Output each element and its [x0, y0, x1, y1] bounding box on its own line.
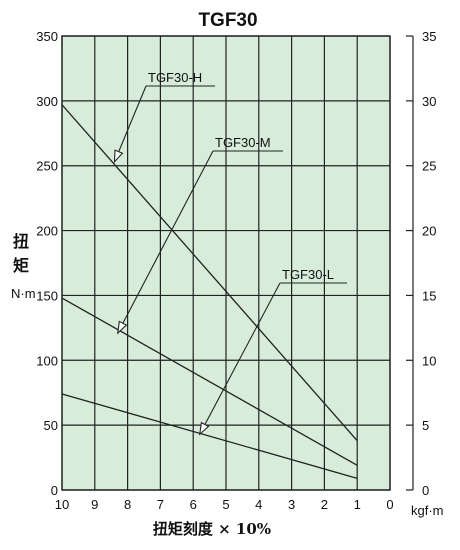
- x-tick-label: 0: [386, 497, 393, 512]
- y-tick-label-right: 10: [422, 353, 436, 368]
- series-label: TGF30-L: [282, 267, 334, 282]
- arrow-head-icon: [113, 149, 124, 164]
- y-axis-unit-left: N·m: [11, 286, 36, 301]
- x-tick-label: 10: [55, 497, 69, 512]
- chart-title: TGF30: [198, 10, 257, 31]
- arrow-head-icon: [117, 320, 128, 335]
- x-tick-label: 1: [354, 497, 361, 512]
- series-line-tgf30-l: [61, 393, 358, 479]
- x-tick-label: 3: [288, 497, 295, 512]
- y-tick-label-left: 250: [36, 159, 58, 174]
- series-line-tgf30-m: [61, 297, 358, 466]
- y-tick-label-left: 300: [36, 94, 58, 109]
- y-tick-label-right: 20: [422, 224, 436, 239]
- series-line-tgf30-h: [61, 104, 358, 442]
- series-label: TGF30-M: [215, 135, 271, 150]
- y-tick-label-right: 15: [422, 288, 436, 303]
- y-tick-label-left: 100: [36, 353, 58, 368]
- x-tick-label: 8: [124, 497, 131, 512]
- x-tick-label: 2: [321, 497, 328, 512]
- y-axis-label-char-2: 矩: [13, 256, 29, 275]
- x-tick-label: 9: [91, 497, 98, 512]
- series-label: TGF30-H: [148, 70, 202, 85]
- y-tick-label-right: 30: [422, 94, 436, 109]
- y-axis-label-char-1: 扭: [13, 232, 29, 251]
- x-axis: 10 9 8 7 6 5 4 3 2 1 0: [55, 497, 394, 512]
- y-tick-label-left: 350: [36, 29, 58, 44]
- x-tick-label: 7: [157, 497, 164, 512]
- arrow-head-icon: [199, 421, 210, 436]
- series-callouts: TGF30-H TGF30-M TGF30-L: [113, 70, 347, 436]
- y-tick-label-right: 35: [422, 29, 436, 44]
- y-axis-left: 0 50 100 150 200 250 300 350: [36, 29, 58, 498]
- y-axis-right: 0 5 10 15 20 25 30 35: [406, 29, 436, 498]
- x-tick-label: 4: [255, 497, 262, 512]
- x-axis-label: 扭矩刻度 × 10%: [153, 520, 271, 538]
- plot-frame: [61, 35, 391, 491]
- x-tick-label: 6: [190, 497, 197, 512]
- series-lines: [61, 104, 358, 479]
- y-axis-unit-right: kgf·m: [411, 503, 444, 518]
- x-tick-label: 5: [222, 497, 229, 512]
- y-tick-label-right: 25: [422, 159, 436, 174]
- y-tick-label-left: 200: [36, 224, 58, 239]
- callout-tgf30-h: TGF30-H: [113, 70, 215, 164]
- y-tick-label-left: 50: [44, 418, 58, 433]
- y-tick-label-right: 5: [422, 418, 429, 433]
- y-tick-label-left: 150: [36, 288, 58, 303]
- callout-tgf30-m: TGF30-M: [117, 135, 283, 335]
- y-tick-label-right: 0: [422, 483, 429, 498]
- y-tick-label-left: 0: [51, 483, 58, 498]
- callout-tgf30-l: TGF30-L: [199, 267, 347, 436]
